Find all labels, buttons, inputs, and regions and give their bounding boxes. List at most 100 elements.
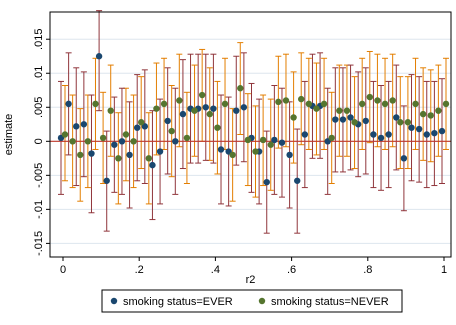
y-tick-label-3: 0 [33,138,45,144]
ever-point-6 [103,177,110,184]
ever-point-8 [118,138,126,145]
legend: smoking status=EVER smoking status=NEVER [101,289,403,313]
legend-box [101,289,403,313]
never-point-47 [419,110,427,118]
never-point-23 [237,85,244,92]
never-point-33 [313,105,320,112]
ever-point-19 [202,104,209,111]
ever-point-3 [80,121,88,128]
never-point-38 [351,119,358,126]
x-tick-label-5: 1 [441,264,447,276]
legend-never-marker [258,297,266,305]
never-point-29 [282,97,290,104]
ever-point-16 [179,110,187,118]
never-point-24 [244,136,252,144]
legend-ever-label: smoking status=EVER [123,296,233,308]
never-point-15 [176,97,183,104]
ever-point-2 [73,123,80,130]
ever-point-44 [393,114,400,121]
y-tick-label-2: -.005 [33,163,45,188]
never-point-21 [221,100,229,108]
never-point-11 [145,155,153,162]
never-points [61,85,450,162]
y-tick-label-5: .01 [33,66,45,81]
never-point-2 [77,151,84,159]
never-point-19 [206,110,213,118]
never-point-43 [389,97,396,104]
legend-never-label: smoking status=NEVER [271,296,389,308]
ever-point-15 [172,138,179,145]
ever-point-12 [149,161,156,169]
ever-point-37 [339,116,347,123]
ever-point-21 [217,146,225,153]
never-point-50 [442,100,450,108]
never-point-46 [412,100,419,108]
never-point-5 [99,134,107,142]
never-point-36 [336,107,343,114]
x-tick-label-3: .6 [287,264,296,276]
ever-point-29 [278,139,286,146]
never-point-35 [328,134,335,142]
ever-point-30 [286,151,293,159]
x-tick-label-0: 0 [60,264,66,276]
ever-point-13 [156,148,164,155]
ever-point-1 [65,100,72,108]
never-point-7 [115,155,122,162]
ever-point-14 [164,117,171,125]
plot-area [50,12,451,257]
ever-point-11 [141,123,149,130]
ever-point-24 [240,104,248,111]
never-point-27 [267,141,274,148]
never-point-26 [259,136,267,144]
ever-point-7 [111,141,118,148]
x-tick-label-1: .2 [135,264,144,276]
plot-frame [49,11,452,258]
ever-point-38 [347,114,354,121]
y-axis-title: estimate [3,114,15,156]
ever-point-48 [423,131,430,138]
never-point-31 [298,95,305,103]
x-axis-title: r2 [246,274,256,286]
ever-point-40 [362,117,369,125]
ever-points [57,53,446,186]
never-point-10 [138,119,145,126]
never-point-17 [191,107,198,114]
never-point-9 [130,138,137,145]
never-point-25 [252,148,259,155]
ever-point-27 [263,178,270,186]
never-point-44 [397,119,404,126]
never-point-49 [435,107,442,114]
ever-point-9 [126,151,133,159]
ever-point-23 [233,107,240,114]
y-tick-label-4: .005 [33,97,45,118]
never-point-1 [69,138,76,145]
ever-point-10 [134,124,141,131]
never-point-34 [320,100,328,108]
never-point-30 [290,114,297,121]
never-point-4 [92,100,99,108]
never-point-40 [366,93,373,101]
ever-point-28 [271,136,278,144]
legend-ever-marker [110,297,118,305]
ever-point-49 [431,129,438,137]
y-tick-label-6: .015 [33,29,45,50]
x-axis: 0 .2 .4 .6 .8 1 [60,257,447,276]
never-point-42 [381,100,389,108]
ever-point-20 [210,105,217,112]
ever-point-41 [370,131,377,138]
ever-point-45 [400,155,408,162]
ever-point-36 [332,116,339,123]
ever-point-47 [415,125,423,133]
ever-point-42 [377,134,385,142]
ever-point-5 [95,53,103,60]
never-point-12 [153,105,160,112]
never-point-13 [160,100,168,108]
never-point-18 [198,91,206,99]
ever-point-32 [301,131,309,138]
y-axis: -.015 -.01 -.005 0 .005 .01 .015 [33,29,50,256]
never-point-6 [107,107,114,114]
ever-point-4 [88,150,95,157]
ever-point-43 [385,131,392,138]
ever-point-31 [294,177,301,184]
